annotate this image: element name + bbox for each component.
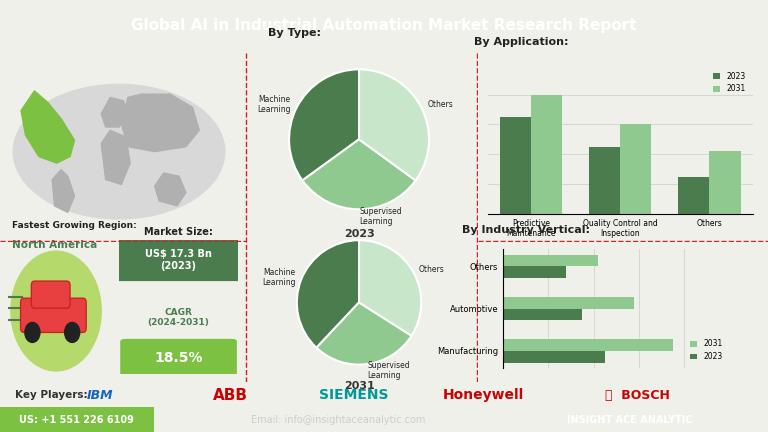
Text: By Industry Vertical:: By Industry Vertical: (462, 225, 591, 235)
FancyBboxPatch shape (21, 298, 86, 333)
Wedge shape (316, 302, 412, 365)
Bar (503, 308, 582, 321)
Polygon shape (101, 98, 128, 127)
Bar (710, 151, 740, 214)
Text: Global AI in Industrial Automation Market Research Report: Global AI in Industrial Automation Marke… (131, 19, 637, 33)
Bar (503, 297, 634, 308)
Polygon shape (121, 94, 199, 152)
Circle shape (25, 322, 40, 343)
Text: 2031: 2031 (343, 381, 375, 391)
FancyBboxPatch shape (114, 237, 243, 281)
Text: Key Players:: Key Players: (15, 390, 88, 400)
Bar (503, 267, 567, 278)
Legend: 2023, 2031: 2023, 2031 (710, 69, 749, 96)
Text: US$ 17.3 Bn
(2023): US$ 17.3 Bn (2023) (145, 249, 212, 270)
Text: Others: Others (428, 100, 453, 109)
Text: By Type:: By Type: (268, 28, 321, 38)
Bar (531, 95, 562, 214)
Text: ⓘ  BOSCH: ⓘ BOSCH (605, 389, 670, 402)
Wedge shape (289, 69, 359, 181)
Text: CAGR
(2024-2031): CAGR (2024-2031) (147, 308, 210, 327)
Wedge shape (359, 240, 421, 336)
Polygon shape (52, 170, 74, 213)
Bar (503, 339, 673, 351)
Text: INSIGHT ACE ANALYTIC: INSIGHT ACE ANALYTIC (567, 415, 693, 425)
Text: US: +1 551 226 6109: US: +1 551 226 6109 (19, 415, 134, 425)
Bar (503, 254, 598, 267)
Wedge shape (303, 139, 415, 210)
Polygon shape (101, 130, 130, 184)
Text: ABB: ABB (213, 388, 248, 403)
Wedge shape (297, 240, 359, 348)
Bar (621, 124, 651, 214)
Legend: 2031, 2023: 2031, 2023 (687, 337, 726, 364)
Text: Email: info@insightaceanalytic.com: Email: info@insightaceanalytic.com (250, 415, 425, 425)
Text: Supervised
Learning: Supervised Learning (359, 206, 402, 226)
Circle shape (65, 322, 80, 343)
Text: Others: Others (419, 265, 445, 274)
Text: By Application:: By Application: (475, 37, 569, 47)
Bar (503, 351, 605, 363)
Circle shape (11, 251, 101, 371)
FancyBboxPatch shape (31, 281, 70, 308)
FancyBboxPatch shape (121, 339, 237, 376)
Text: Machine
Learning: Machine Learning (257, 95, 290, 114)
Ellipse shape (13, 84, 225, 219)
Text: Market Size:: Market Size: (144, 227, 213, 237)
Wedge shape (359, 69, 429, 181)
Text: 2023: 2023 (343, 229, 375, 239)
Bar (500, 117, 531, 214)
Text: Fastest Growing Region:: Fastest Growing Region: (12, 221, 137, 230)
Text: Machine
Learning: Machine Learning (262, 267, 296, 287)
Text: 18.5%: 18.5% (154, 351, 203, 365)
Text: IBM: IBM (87, 389, 113, 402)
Polygon shape (21, 91, 74, 163)
Text: Supervised
Learning: Supervised Learning (368, 361, 410, 380)
Text: SIEMENS: SIEMENS (319, 388, 388, 402)
Text: Honeywell: Honeywell (443, 388, 525, 402)
FancyBboxPatch shape (0, 407, 154, 432)
Text: North America: North America (12, 240, 98, 250)
Bar (678, 177, 710, 214)
Polygon shape (154, 173, 186, 206)
Bar (589, 147, 621, 214)
